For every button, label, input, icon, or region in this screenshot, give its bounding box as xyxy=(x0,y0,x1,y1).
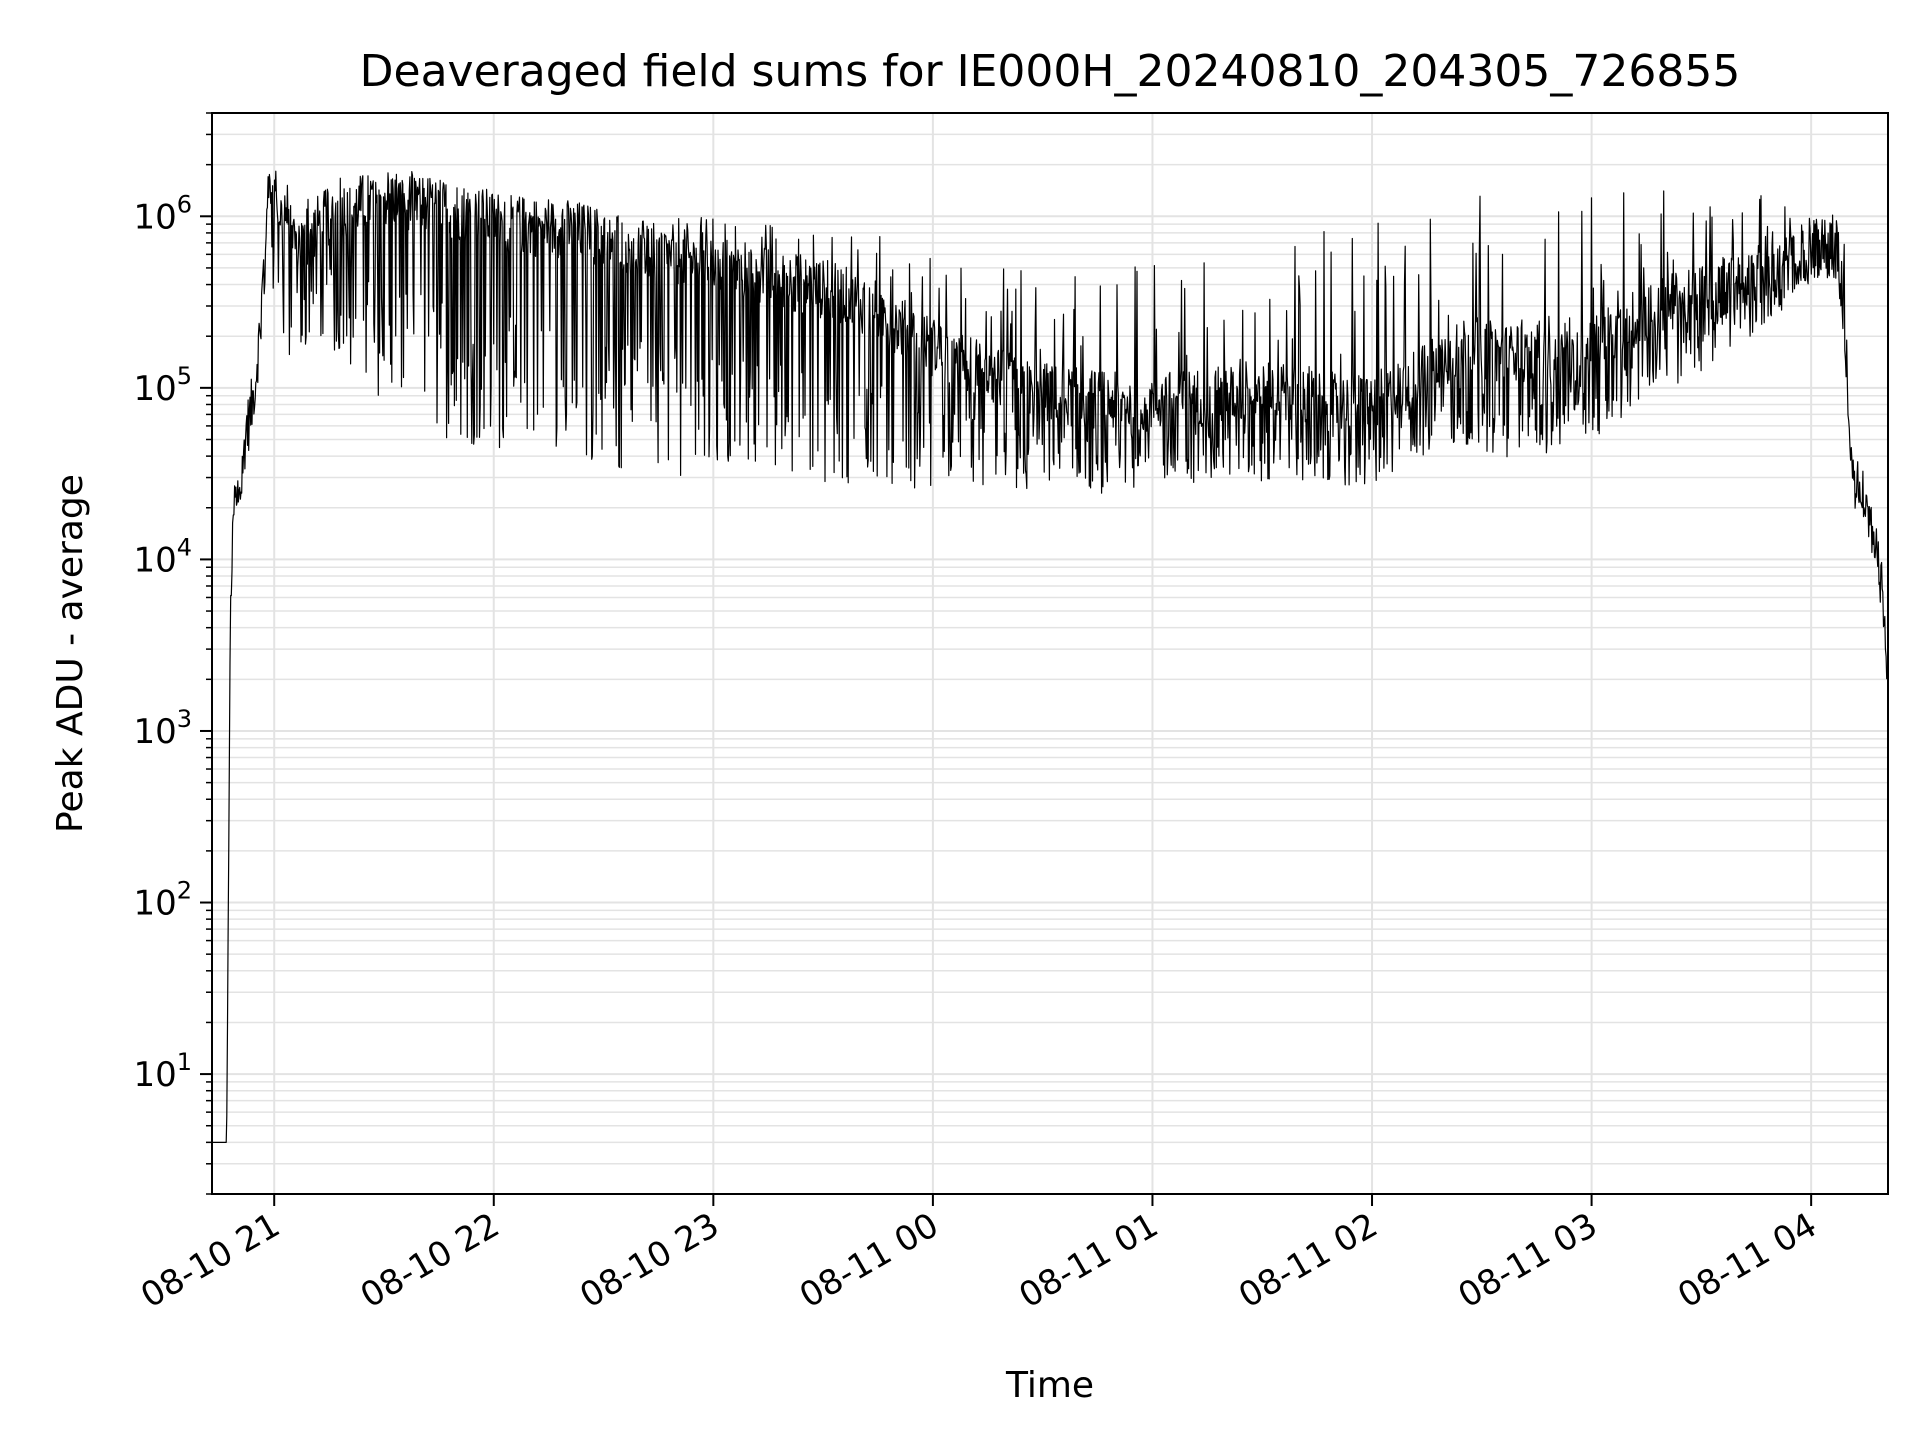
y-axis-title: Peak ADU - average xyxy=(50,474,91,833)
plot-frame xyxy=(211,112,1889,1195)
y-tick-label: 104 xyxy=(133,533,192,580)
series-line xyxy=(212,170,1889,1143)
y-tick-label: 102 xyxy=(133,877,192,924)
x-axis-title: Time xyxy=(1005,1365,1094,1406)
y-tick-label: 101 xyxy=(133,1048,192,1095)
y-tick-label: 105 xyxy=(133,362,192,409)
y-axis: 101 102 103 104 105 106 xyxy=(133,112,212,1195)
y-tick-label: 106 xyxy=(133,190,192,237)
chart-title: Deaveraged field sums for IE000H_2024081… xyxy=(360,46,1741,97)
series-path xyxy=(212,170,1889,1143)
y-tick-label: 103 xyxy=(133,705,192,752)
